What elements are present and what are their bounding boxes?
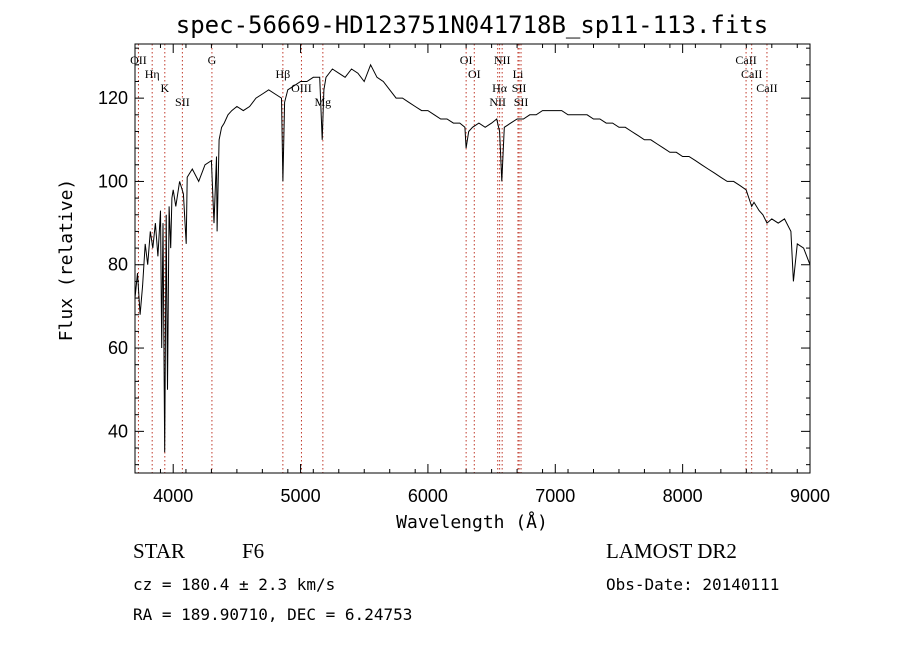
spectral-line-label: SII	[514, 95, 529, 109]
observation-date: Obs-Date: 20140111	[606, 575, 779, 594]
y-axis: 40 60 80 100 120	[98, 47, 810, 466]
x-tick-label: 8000	[663, 486, 703, 506]
x-tick-label: 6000	[408, 486, 448, 506]
spectral-line-label: Li	[513, 67, 524, 81]
spectral-line-markers	[137, 44, 768, 473]
y-tick-label: 60	[108, 338, 128, 358]
chart-title: spec-56669-HD123751N041718B_sp11-113.fit…	[176, 11, 768, 39]
x-axis-label: Wavelength (Å)	[396, 511, 548, 533]
spectral-line-label: CaII	[735, 53, 756, 67]
spectral-line-label: SII	[512, 81, 527, 95]
survey-name: LAMOST DR2	[606, 539, 737, 563]
spectral-line-label: Hβ	[275, 67, 290, 81]
y-tick-label: 100	[98, 171, 128, 191]
spectral-line-label: NII	[489, 95, 506, 109]
spectral-line-label: OII	[130, 53, 147, 67]
spectral-line-label: CaII	[741, 67, 762, 81]
spectral-line-label: Hα	[492, 81, 508, 95]
y-tick-label: 40	[108, 421, 128, 441]
y-tick-label: 120	[98, 88, 128, 108]
spectral-line-label: Hη	[145, 67, 160, 81]
spectral-line-label: Mg	[315, 95, 332, 109]
y-axis-label: Flux (relative)	[56, 179, 77, 342]
spectral-line-label: CaII	[756, 81, 777, 95]
object-subclass: F6	[242, 539, 264, 563]
x-axis: 4000 5000 6000 7000 8000 9000	[134, 44, 830, 506]
spectral-line-label: K	[160, 81, 169, 95]
spectral-line-labels: OIIHηKSIIGHβOIIIMgOIOIHαNIINIILiSIISIICa…	[130, 53, 778, 109]
spectrum-line	[134, 63, 811, 453]
x-tick-label: 9000	[790, 486, 830, 506]
spectrum-series	[134, 63, 811, 453]
y-tick-label: 80	[108, 255, 128, 275]
spectral-line-label: SII	[175, 95, 190, 109]
coordinates-readout: RA = 189.90710, DEC = 6.24753	[133, 605, 412, 624]
spectral-line-label: OI	[468, 67, 481, 81]
spectral-line-label: G	[208, 53, 217, 67]
spectral-line-label: OI	[460, 53, 473, 67]
spectral-line-label: NII	[494, 53, 511, 67]
redshift-readout: cz = 180.4 ± 2.3 km/s	[133, 575, 335, 594]
x-tick-label: 4000	[153, 486, 193, 506]
object-class: STAR	[133, 539, 185, 563]
spectral-line-label: OIII	[291, 81, 312, 95]
x-tick-label: 5000	[281, 486, 321, 506]
plot-frame	[134, 43, 811, 474]
x-tick-label: 7000	[535, 486, 575, 506]
